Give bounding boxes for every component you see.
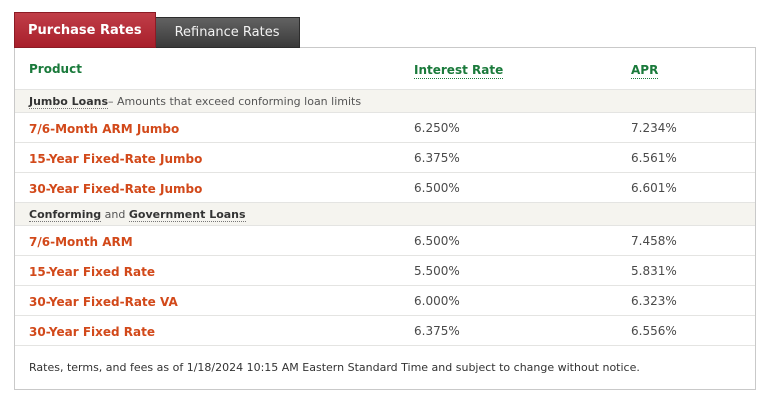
interest-rate-value: 6.000% [414,293,460,308]
apr-value: 6.323% [631,293,677,308]
conforming-term[interactable]: Conforming [29,207,102,222]
table-row: 30-Year Fixed-Rate VA 6.000% 6.323% [15,285,755,315]
apr-value: 6.556% [631,323,677,338]
interest-rate-value: 6.375% [414,150,460,165]
table-row: 7/6-Month ARM 6.500% 7.458% [15,225,755,255]
product-link[interactable]: 30-Year Fixed-Rate VA [29,295,178,309]
apr-value: 5.831% [631,263,677,278]
product-link[interactable]: 7/6-Month ARM [29,235,133,249]
interest-rate-value: 5.500% [414,263,460,278]
rates-table: Product Interest Rate APR Jumbo Loans– A… [14,47,756,390]
interest-rate-value: 6.375% [414,323,460,338]
tab-purchase-rates[interactable]: Purchase Rates [14,12,156,48]
column-header-product: Product [29,61,82,76]
product-link[interactable]: 7/6-Month ARM Jumbo [29,122,180,136]
rates-disclaimer-text: Rates, terms, and fees as of 1/18/2024 1… [29,361,640,374]
product-link[interactable]: 15-Year Fixed Rate [29,265,156,279]
section-header-conforming-government: Conforming and Government Loans [15,202,755,225]
apr-value: 6.601% [631,180,677,195]
column-header-apr[interactable]: APR [631,63,659,79]
rates-tabs: Purchase Rates Refinance Rates [14,12,770,48]
column-header-interest-rate[interactable]: Interest Rate [414,63,504,79]
apr-value: 7.458% [631,233,677,248]
table-row: 30-Year Fixed Rate 6.375% 6.556% [15,315,755,345]
table-header-row: Product Interest Rate APR [15,48,755,89]
table-row: 15-Year Fixed-Rate Jumbo 6.375% 6.561% [15,142,755,172]
apr-value: 7.234% [631,120,677,135]
interest-rate-value: 6.500% [414,180,460,195]
jumbo-loans-description: – Amounts that exceed conforming loan li… [108,94,362,108]
government-loans-term[interactable]: Government Loans [128,207,246,222]
product-link[interactable]: 30-Year Fixed-Rate Jumbo [29,182,203,196]
product-link[interactable]: 15-Year Fixed-Rate Jumbo [29,152,203,166]
table-row: 30-Year Fixed-Rate Jumbo 6.500% 6.601% [15,172,755,202]
jumbo-loans-term[interactable]: Jumbo Loans [29,94,109,109]
apr-value: 6.561% [631,150,677,165]
disclaimer-row: Rates, terms, and fees as of 1/18/2024 1… [15,345,755,389]
product-link[interactable]: 30-Year Fixed Rate [29,325,156,339]
table-row: 15-Year Fixed Rate 5.500% 5.831% [15,255,755,285]
section-header-jumbo-loans: Jumbo Loans– Amounts that exceed conform… [15,89,755,112]
table-row: 7/6-Month ARM Jumbo 6.250% 7.234% [15,112,755,142]
interest-rate-value: 6.250% [414,120,460,135]
interest-rate-value: 6.500% [414,233,460,248]
tab-refinance-rates[interactable]: Refinance Rates [155,17,300,48]
section-connector-text: and [101,207,129,221]
